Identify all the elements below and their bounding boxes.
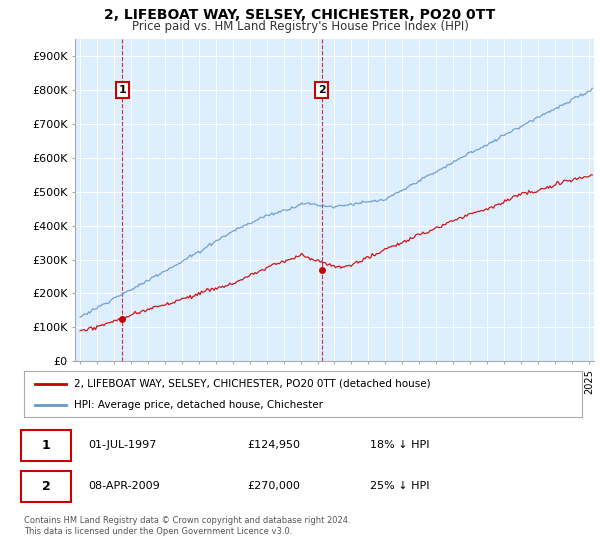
Text: Price paid vs. HM Land Registry's House Price Index (HPI): Price paid vs. HM Land Registry's House … <box>131 20 469 32</box>
Text: 1: 1 <box>42 439 50 452</box>
FancyBboxPatch shape <box>21 430 71 461</box>
Text: HPI: Average price, detached house, Chichester: HPI: Average price, detached house, Chic… <box>74 400 323 410</box>
Text: £124,950: £124,950 <box>247 440 300 450</box>
Text: 1: 1 <box>119 85 127 95</box>
Text: 01-JUL-1997: 01-JUL-1997 <box>88 440 157 450</box>
Text: Contains HM Land Registry data © Crown copyright and database right 2024.
This d: Contains HM Land Registry data © Crown c… <box>24 516 350 536</box>
Text: 2: 2 <box>42 480 50 493</box>
Text: 2, LIFEBOAT WAY, SELSEY, CHICHESTER, PO20 0TT (detached house): 2, LIFEBOAT WAY, SELSEY, CHICHESTER, PO2… <box>74 379 431 389</box>
Text: 25% ↓ HPI: 25% ↓ HPI <box>370 481 430 491</box>
Text: 2: 2 <box>318 85 326 95</box>
Text: 2, LIFEBOAT WAY, SELSEY, CHICHESTER, PO20 0TT: 2, LIFEBOAT WAY, SELSEY, CHICHESTER, PO2… <box>104 8 496 22</box>
Text: 18% ↓ HPI: 18% ↓ HPI <box>370 440 430 450</box>
FancyBboxPatch shape <box>21 470 71 502</box>
Text: £270,000: £270,000 <box>247 481 300 491</box>
Text: 08-APR-2009: 08-APR-2009 <box>88 481 160 491</box>
